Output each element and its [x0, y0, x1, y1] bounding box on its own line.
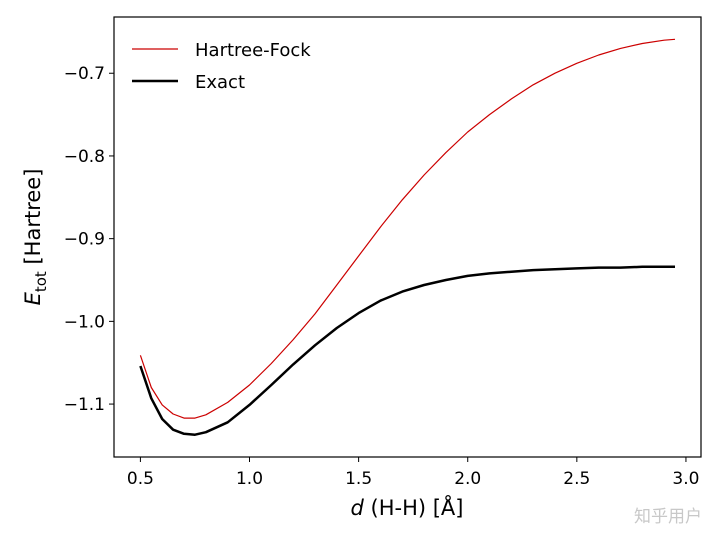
y-axis-label-var: E: [21, 291, 45, 305]
y-tick-label: −1.0: [64, 312, 105, 332]
y-tick-label: −0.7: [64, 64, 105, 84]
x-tick-label: 1.5: [345, 469, 372, 489]
legend-label-hartree-fock: Hartree-Fock: [195, 40, 311, 61]
x-axis-label: d (H-H) [Å]: [351, 494, 464, 520]
y-tick-label: −1.1: [64, 395, 105, 415]
legend: Hartree-Fock Exact: [132, 40, 311, 93]
x-tick-label: 2.0: [454, 469, 481, 489]
watermark: 知乎用户: [634, 507, 702, 527]
y-axis-label-rest: [Hartree]: [21, 169, 45, 272]
series-line-exact: [139, 265, 675, 436]
legend-label-exact: Exact: [195, 72, 245, 93]
y-tick-label: −0.8: [64, 147, 105, 167]
y-axis-label-sub: tot: [32, 271, 50, 292]
plot-frame: [113, 16, 702, 458]
x-tick-label: 1.0: [236, 469, 263, 489]
x-tick-label: 3.0: [672, 469, 699, 489]
x-tick-label: 0.5: [127, 469, 154, 489]
y-tick-label: −0.9: [64, 230, 105, 250]
series-line-hartree-fock: [139, 38, 676, 419]
x-axis-label-rest: (H-H) [Å]: [364, 494, 464, 520]
x-axis-label-var: d: [351, 496, 365, 520]
y-axis-label: Etot [Hartree]: [21, 169, 50, 306]
x-tick-label: 2.5: [563, 469, 590, 489]
